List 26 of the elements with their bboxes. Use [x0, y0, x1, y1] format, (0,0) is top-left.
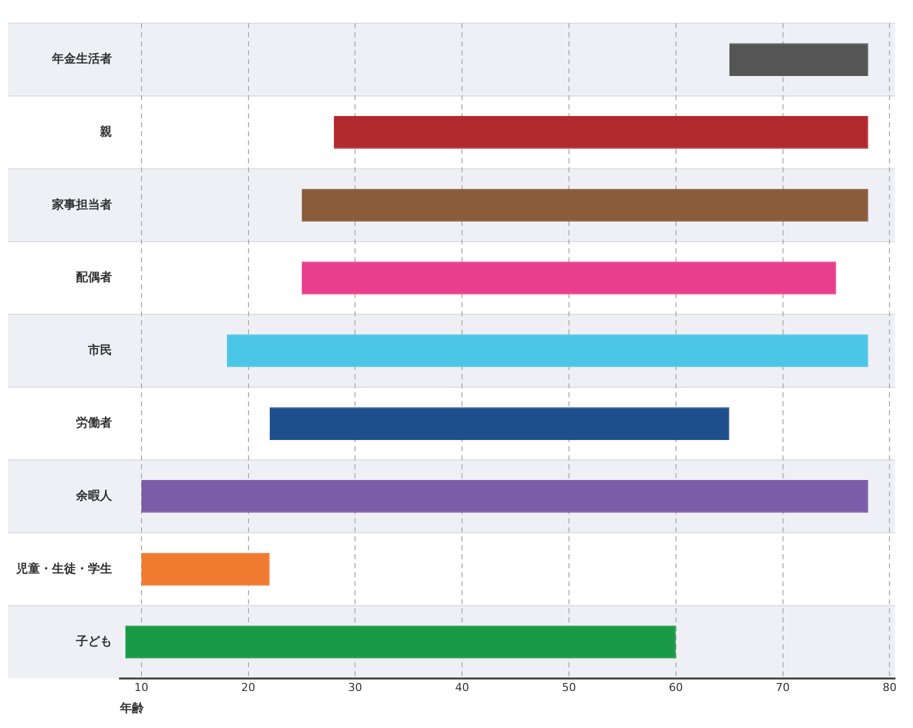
x-tick-label: 20: [241, 680, 256, 694]
x-tick-label: 50: [562, 680, 576, 694]
x-tick-label: 10: [134, 680, 148, 694]
x-tick-label: 60: [668, 680, 683, 694]
y-tick-label: 配偶者: [76, 270, 112, 284]
y-tick-label: 労働者: [76, 416, 112, 430]
y-tick-label: 親: [99, 124, 112, 139]
y-tick-label: 家事担当者: [51, 197, 112, 212]
bar: [302, 262, 836, 294]
bar: [141, 552, 270, 586]
y-tick-label: 余暇人: [75, 488, 113, 503]
y-tick-label: 子ども: [75, 634, 112, 648]
x-tick-label: 40: [455, 680, 470, 694]
y-tick-label: 市民: [87, 342, 112, 357]
x-axis-title: 年齢: [119, 700, 145, 715]
bar: [270, 407, 730, 440]
x-tick-label: 80: [882, 680, 897, 694]
bar: [729, 43, 868, 76]
bar: [125, 626, 676, 658]
x-tick-label: 70: [776, 680, 790, 694]
bar: [302, 188, 868, 222]
y-tick-label: 児童・生徒・学生: [15, 561, 112, 576]
bar: [334, 116, 868, 149]
y-tick-label: 年金生活者: [51, 52, 112, 66]
x-tick-label: 30: [348, 680, 362, 694]
bar: [226, 334, 868, 368]
